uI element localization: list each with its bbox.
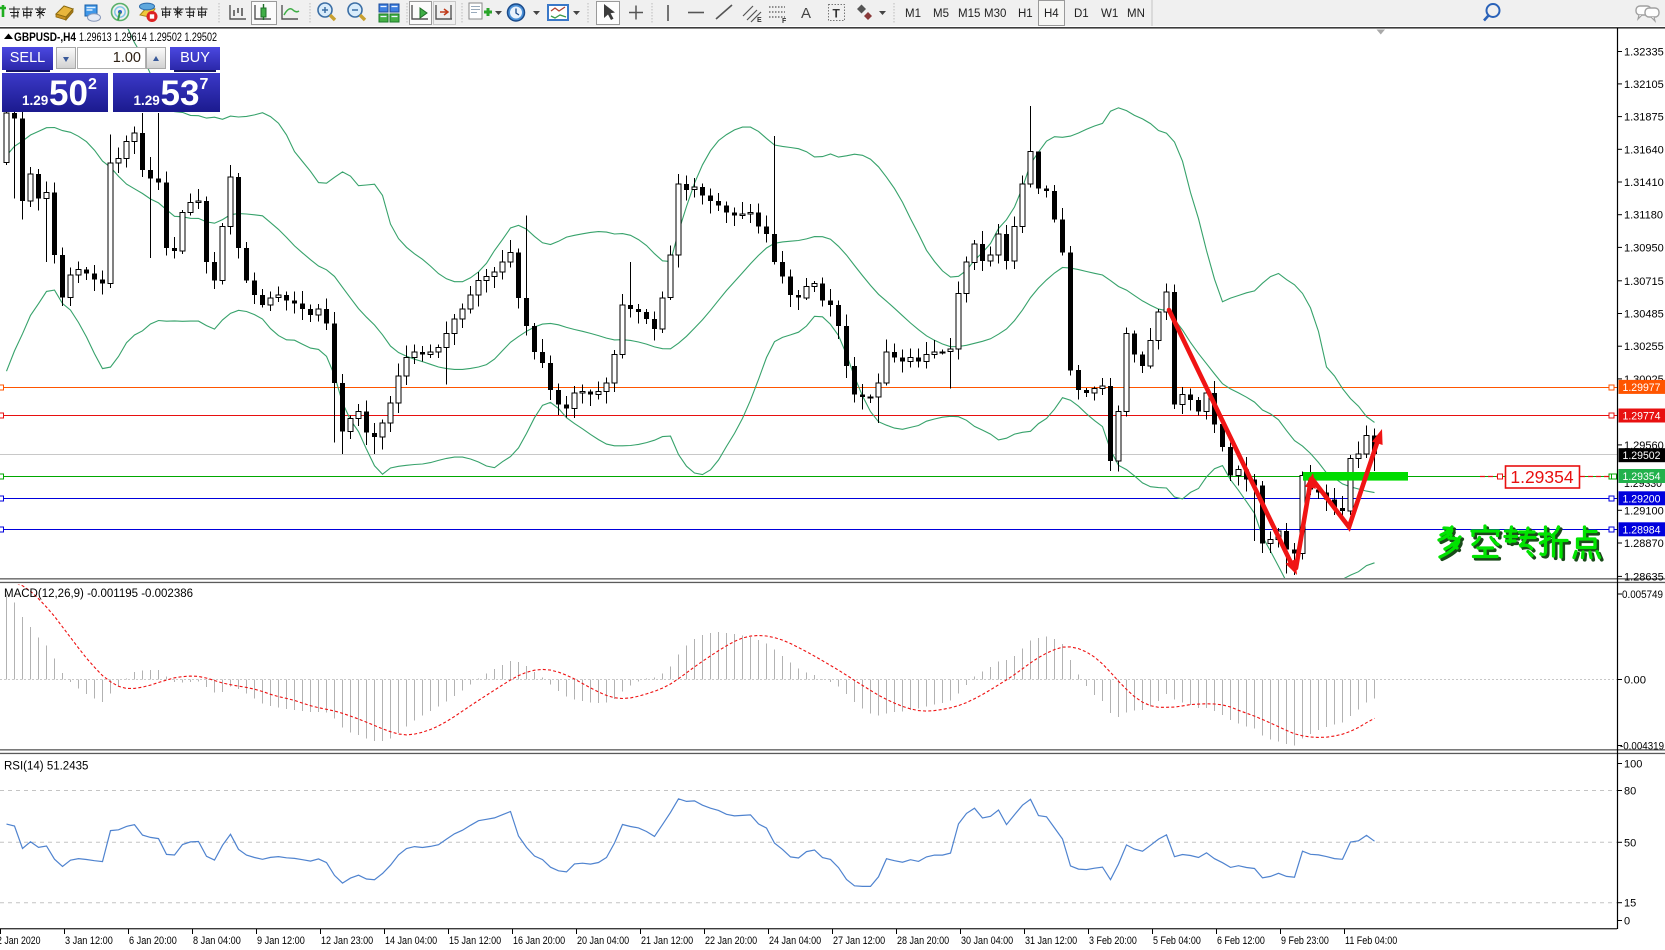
svg-text:MN: MN — [1127, 8, 1145, 20]
svg-text:H4: H4 — [1044, 8, 1059, 20]
svg-text:1.29354: 1.29354 — [1623, 471, 1661, 483]
svg-text:MACD(12,26,9) -0.001195 -0.002: MACD(12,26,9) -0.001195 -0.002386 — [4, 588, 193, 600]
svg-text:6 Feb 12:00: 6 Feb 12:00 — [1217, 935, 1265, 947]
svg-text:6 Jan 20:00: 6 Jan 20:00 — [129, 935, 177, 947]
svg-text:1.30255: 1.30255 — [1624, 341, 1664, 353]
svg-text:3 Feb 20:00: 3 Feb 20:00 — [1089, 935, 1137, 947]
svg-text:T: T — [833, 7, 841, 21]
svg-text:1.29977: 1.29977 — [1623, 382, 1661, 394]
svg-text:1.28984: 1.28984 — [1623, 524, 1661, 536]
svg-text:27 Jan 12:00: 27 Jan 12:00 — [833, 935, 885, 947]
svg-text:1.31410: 1.31410 — [1624, 177, 1664, 189]
svg-text:H1: H1 — [1018, 8, 1033, 20]
svg-text:1.29200: 1.29200 — [1623, 493, 1661, 505]
svg-text:0.005749: 0.005749 — [1622, 589, 1663, 601]
svg-text:21 Jan 12:00: 21 Jan 12:00 — [641, 935, 693, 947]
svg-text:1.30715: 1.30715 — [1624, 276, 1664, 288]
svg-text:14 Jan 04:00: 14 Jan 04:00 — [385, 935, 437, 947]
svg-text:1.29100: 1.29100 — [1624, 505, 1664, 517]
svg-text:28 Jan 20:00: 28 Jan 20:00 — [897, 935, 949, 947]
svg-text:M15: M15 — [958, 8, 980, 20]
svg-text:12 Jan 23:00: 12 Jan 23:00 — [321, 935, 373, 947]
svg-text:1.30485: 1.30485 — [1624, 309, 1664, 321]
svg-text:11 Feb 04:00: 11 Feb 04:00 — [1345, 935, 1397, 947]
svg-text:1.28870: 1.28870 — [1624, 538, 1664, 550]
svg-text:20 Jan 04:00: 20 Jan 04:00 — [577, 935, 629, 947]
svg-text:M5: M5 — [933, 8, 949, 20]
svg-text:1.28635: 1.28635 — [1624, 571, 1664, 583]
svg-text:-0.004319: -0.004319 — [1620, 741, 1664, 753]
svg-text:RSI(14) 51.2435: RSI(14) 51.2435 — [4, 761, 88, 773]
svg-text:5 Feb 04:00: 5 Feb 04:00 — [1153, 935, 1201, 947]
svg-text:3 Jan 12:00: 3 Jan 12:00 — [65, 935, 113, 947]
svg-text:1.31180: 1.31180 — [1624, 210, 1663, 222]
svg-text:1.29502: 1.29502 — [1623, 450, 1661, 462]
svg-text:1.29774: 1.29774 — [1623, 411, 1661, 423]
svg-text:0: 0 — [1624, 916, 1630, 928]
svg-text:0.00: 0.00 — [1624, 675, 1646, 687]
svg-text:9 Feb 23:00: 9 Feb 23:00 — [1281, 935, 1329, 947]
svg-text:1.30950: 1.30950 — [1624, 242, 1664, 254]
svg-text:1.31640: 1.31640 — [1624, 144, 1664, 156]
svg-text:31 Jan 12:00: 31 Jan 12:00 — [1025, 935, 1077, 947]
svg-text:1.32105: 1.32105 — [1624, 79, 1664, 91]
svg-text:8 Jan 04:00: 8 Jan 04:00 — [193, 935, 241, 947]
svg-text:M1: M1 — [905, 8, 921, 20]
svg-text:1.32335: 1.32335 — [1624, 47, 1664, 59]
svg-text:M30: M30 — [984, 8, 1006, 20]
svg-text:A: A — [801, 5, 811, 22]
svg-text:30 Jan 04:00: 30 Jan 04:00 — [961, 935, 1013, 947]
svg-text:1.31875: 1.31875 — [1624, 112, 1664, 124]
svg-text:80: 80 — [1624, 786, 1636, 798]
svg-text:16 Jan 20:00: 16 Jan 20:00 — [513, 935, 565, 947]
svg-text:1.29354: 1.29354 — [1510, 467, 1574, 487]
svg-text:GBPUSD-,H4: GBPUSD-,H4 — [14, 32, 77, 44]
svg-text:15 Jan 12:00: 15 Jan 12:00 — [449, 935, 501, 947]
svg-text:1.29613 1.29614 1.29502 1.2950: 1.29613 1.29614 1.29502 1.29502 — [79, 32, 217, 44]
svg-text:E: E — [757, 17, 762, 24]
svg-text:D1: D1 — [1074, 8, 1089, 20]
svg-text:24 Jan 04:00: 24 Jan 04:00 — [769, 935, 821, 947]
svg-text:100: 100 — [1624, 759, 1642, 771]
svg-text:15: 15 — [1624, 898, 1636, 910]
svg-text:9 Jan 12:00: 9 Jan 12:00 — [257, 935, 305, 947]
svg-text:F: F — [782, 18, 787, 25]
svg-text:22 Jan 20:00: 22 Jan 20:00 — [705, 935, 757, 947]
svg-text:W1: W1 — [1101, 8, 1118, 20]
svg-text:2 Jan 2020: 2 Jan 2020 — [0, 935, 41, 947]
svg-text:50: 50 — [1624, 837, 1636, 849]
